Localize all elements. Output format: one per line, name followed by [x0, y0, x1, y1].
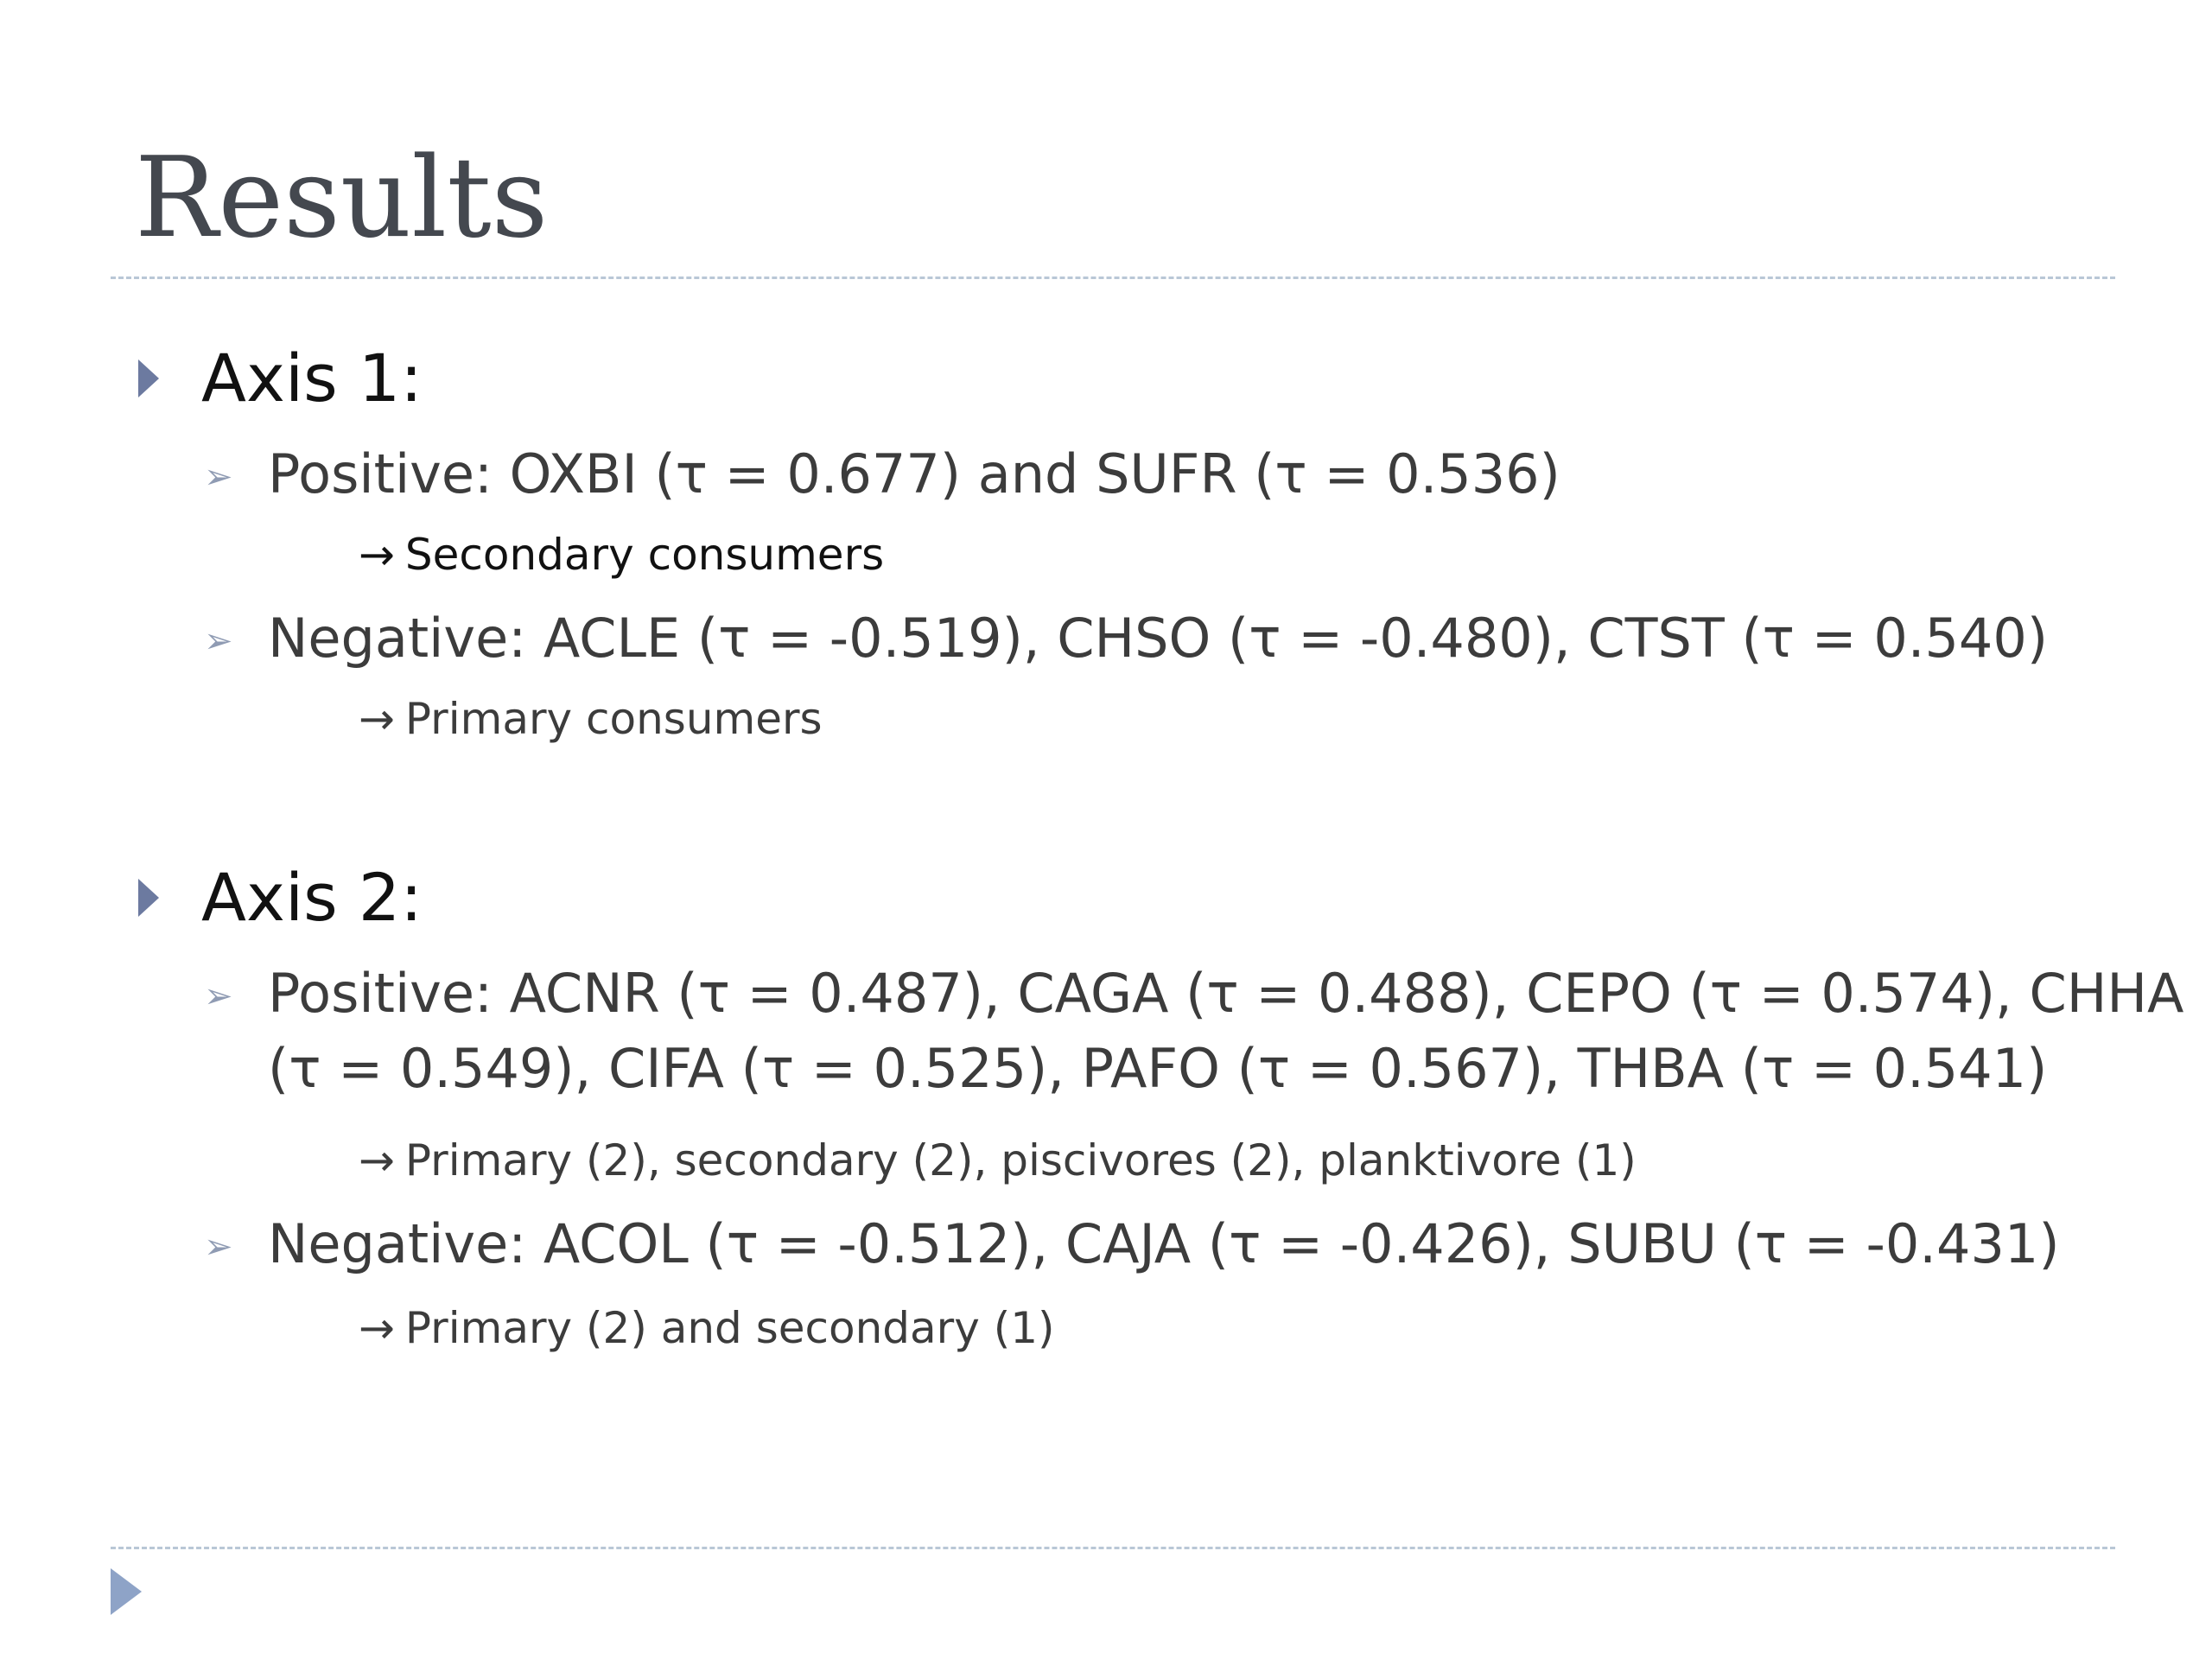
axis2-heading: Axis 2: [201, 859, 423, 936]
arrow-icon: → [359, 530, 395, 580]
axis1-positive: Positive: OXBI (τ = 0.677) and SUFR (τ =… [268, 442, 1560, 505]
axis2-positive-note-text: Primary (2), secondary (2), piscivores (… [404, 1135, 1637, 1185]
sub-bullet-icon: ➢ [204, 457, 233, 497]
arrow-icon: → [359, 1135, 395, 1185]
top-divider [111, 276, 2115, 279]
axis1-heading: Axis 1: [201, 340, 423, 416]
slide-title: Results [135, 134, 549, 263]
axis1-positive-note-text: Secondary consumers [404, 530, 885, 580]
play-triangle-icon [111, 1568, 142, 1615]
arrow-icon: → [359, 694, 395, 744]
axis2-negative: Negative: ACOL (τ = -0.512), CAJA (τ = -… [268, 1212, 2060, 1275]
sub-bullet-icon: ➢ [204, 976, 233, 1016]
axis1-negative-note: → Primary consumers [359, 693, 823, 745]
axis2-negative-note: → Primary (2) and secondary (1) [359, 1302, 1055, 1354]
axis2-positive-line1: Positive: ACNR (τ = 0.487), CAGA (τ = 0.… [268, 962, 2184, 1025]
arrow-icon: → [359, 1303, 395, 1353]
axis2-negative-note-text: Primary (2) and secondary (1) [404, 1303, 1055, 1353]
axis1-positive-note: → Secondary consumers [359, 529, 884, 581]
bottom-divider [111, 1547, 2115, 1549]
sub-bullet-icon: ➢ [204, 621, 233, 661]
triangle-bullet-icon [138, 359, 159, 397]
sub-bullet-icon: ➢ [204, 1227, 233, 1267]
axis1-negative-note-text: Primary consumers [404, 694, 823, 744]
axis1-negative: Negative: ACLE (τ = -0.519), CHSO (τ = -… [268, 607, 2049, 670]
axis2-positive-note: → Primary (2), secondary (2), piscivores … [359, 1135, 1637, 1186]
triangle-bullet-icon [138, 879, 159, 917]
axis2-positive-line2: (τ = 0.549), CIFA (τ = 0.525), PAFO (τ =… [268, 1037, 2048, 1100]
